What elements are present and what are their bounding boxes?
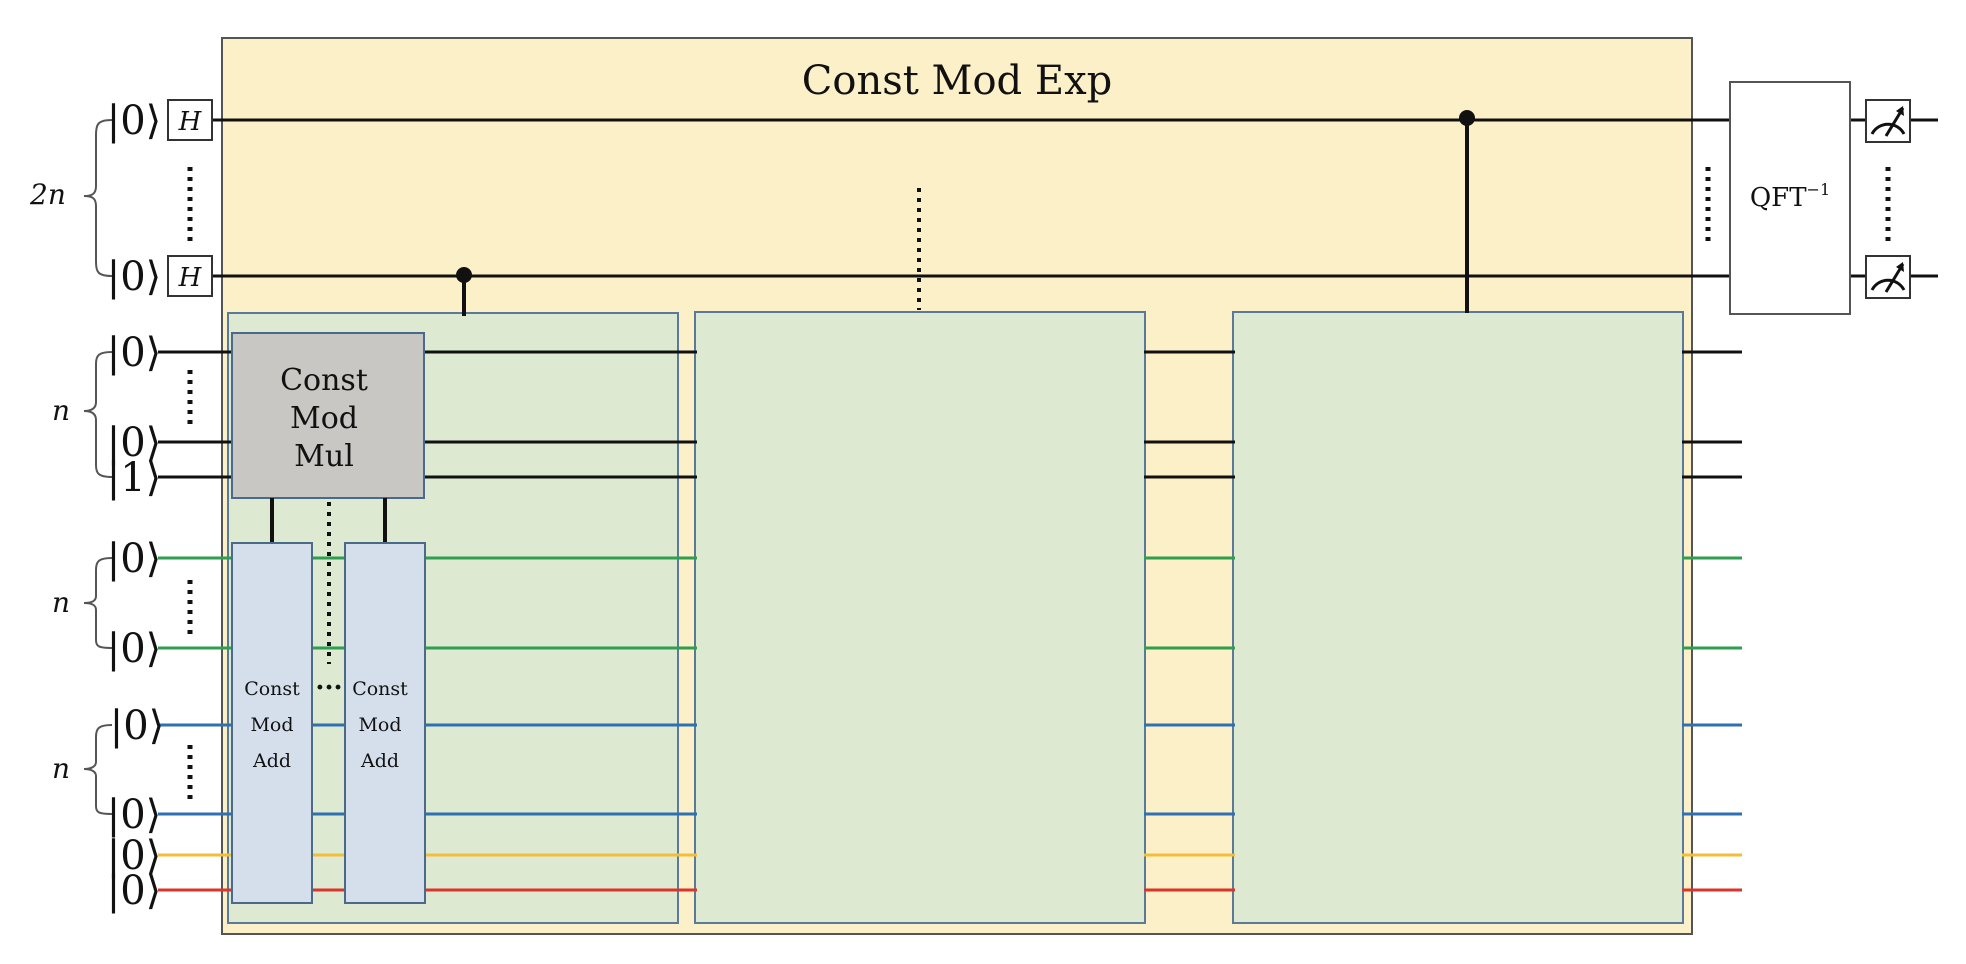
register-wires xyxy=(158,350,1742,892)
const-mod-mul-label-3: Mul xyxy=(294,439,354,474)
ket-reg-a-top: |0⟩ xyxy=(107,330,162,376)
h-gate-top xyxy=(167,99,213,141)
qft-inverse-label: QFT−1 xyxy=(1750,180,1830,213)
register-vertical-ellipses xyxy=(187,167,1891,800)
ket-reg-c-top: |0⟩ xyxy=(110,703,165,749)
const-mod-add-1-label-3: Add xyxy=(252,750,291,772)
ket-control-top: |0⟩ xyxy=(107,98,162,144)
qft-inverse-block xyxy=(1729,81,1851,315)
const-mod-add-2-label-2: Mod xyxy=(358,714,401,736)
const-mod-mul-label-2: Mod xyxy=(290,401,358,436)
const-mod-add-2-label-3: Add xyxy=(360,750,399,772)
const-mod-add-2-label-1: Const xyxy=(352,678,408,700)
qft-superscript: −1 xyxy=(1807,180,1831,199)
ket-control-bottom: |0⟩ xyxy=(107,254,162,300)
const-mod-add-1-label-2: Mod xyxy=(250,714,293,736)
h-gate-bottom xyxy=(167,255,213,297)
qft-base-text: QFT xyxy=(1750,183,1807,213)
ket-reg-a-bottom: |0⟩ xyxy=(107,420,162,466)
register-label-reg-a: n xyxy=(52,394,70,427)
measurement-meter-top xyxy=(1865,99,1911,143)
measurement-meter-bottom xyxy=(1865,255,1911,299)
ket-reg-b-top: |0⟩ xyxy=(107,536,162,582)
add-blocks-horizontal-ellipsis: ··· xyxy=(315,673,342,703)
ket-ancilla-red: |0⟩ xyxy=(107,868,162,914)
register-label-reg-c: n xyxy=(52,752,70,785)
ket-reg-c-bottom: |0⟩ xyxy=(107,792,162,838)
ket-reg-a-one: |1⟩ xyxy=(107,455,162,501)
const-mod-mul-block xyxy=(231,332,425,499)
ket-ancilla-yellow: |0⟩ xyxy=(107,833,162,879)
const-mod-add-1-label-1: Const xyxy=(244,678,300,700)
register-label-control: 2n xyxy=(29,178,66,211)
const-mod-exp-title: Const Mod Exp xyxy=(802,58,1113,104)
stage-2-block xyxy=(694,311,1146,924)
register-braces xyxy=(83,119,113,815)
const-mod-add-block-2 xyxy=(344,542,426,904)
const-mod-mul-label-1: Const xyxy=(280,363,368,398)
ket-reg-b-bottom: |0⟩ xyxy=(107,626,162,672)
register-label-reg-b: n xyxy=(52,586,70,619)
stage-3-block xyxy=(1232,311,1684,924)
const-mod-add-block-1 xyxy=(231,542,313,904)
h-gate-top-label: H xyxy=(178,107,203,137)
h-gate-bottom-label: H xyxy=(178,263,203,293)
